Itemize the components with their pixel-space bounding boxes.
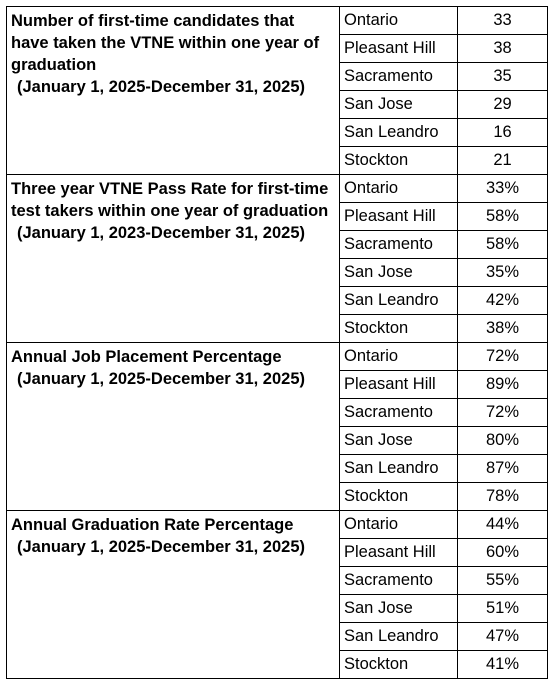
campus-name: Pleasant Hill bbox=[339, 370, 458, 399]
table-row: Sacramento 55% bbox=[7, 566, 548, 595]
table-row: Stockton 38% bbox=[7, 314, 548, 343]
section-label: Annual Graduation Rate Percentage (Januar… bbox=[6, 510, 340, 679]
table-row: Annual Graduation Rate Percentage (Januar… bbox=[6, 510, 548, 679]
section-period: (January 1, 2025-December 31, 2025) bbox=[17, 78, 306, 96]
campus-name: Pleasant Hill bbox=[339, 538, 458, 567]
section-label: Number of first-time candidates that hav… bbox=[6, 6, 340, 175]
table-row: San Jose 29 bbox=[7, 90, 548, 119]
metric-value: 51% bbox=[457, 594, 548, 623]
campus-name: Stockton bbox=[339, 650, 458, 679]
section-title: Annual Graduation Rate Percentage bbox=[11, 516, 294, 534]
table-row: Pleasant Hill 89% bbox=[7, 370, 548, 399]
metric-value: 35 bbox=[457, 62, 548, 91]
table-row: San Leandro 16 bbox=[7, 118, 548, 147]
metric-value: 58% bbox=[457, 230, 548, 259]
metric-value: 42% bbox=[457, 286, 548, 315]
section-title: Three year VTNE Pass Rate for first-time… bbox=[11, 180, 329, 220]
campus-name: San Leandro bbox=[339, 286, 458, 315]
campus-name: San Leandro bbox=[339, 454, 458, 483]
table-row: Stockton 21 bbox=[7, 146, 548, 175]
campus-name: San Leandro bbox=[339, 118, 458, 147]
campus-name: Sacramento bbox=[339, 566, 458, 595]
campus-name: San Jose bbox=[339, 258, 458, 287]
table-row: San Jose 35% bbox=[7, 258, 548, 287]
table-row: Sacramento 58% bbox=[7, 230, 548, 259]
metric-value: 80% bbox=[457, 426, 548, 455]
outcomes-table: Number of first-time candidates that hav… bbox=[6, 6, 548, 679]
metric-value: 29 bbox=[457, 90, 548, 119]
metric-value: 41% bbox=[457, 650, 548, 679]
table-row: Stockton 78% bbox=[7, 482, 548, 511]
campus-name: Ontario bbox=[339, 6, 458, 35]
section-period: (January 1, 2023-December 31, 2025) bbox=[17, 224, 306, 242]
table-row: Three year VTNE Pass Rate for first-time… bbox=[6, 174, 548, 343]
section-label: Annual Job Placement Percentage (January … bbox=[6, 342, 340, 511]
campus-name: Stockton bbox=[339, 146, 458, 175]
campus-name: San Jose bbox=[339, 426, 458, 455]
table-row: Stockton 41% bbox=[7, 650, 548, 679]
campus-name: San Jose bbox=[339, 594, 458, 623]
metric-value: 21 bbox=[457, 146, 548, 175]
section-period: (January 1, 2025-December 31, 2025) bbox=[17, 538, 306, 556]
section-title: Number of first-time candidates that hav… bbox=[11, 12, 320, 74]
campus-name: San Leandro bbox=[339, 622, 458, 651]
table-row: Number of first-time candidates that hav… bbox=[6, 6, 548, 175]
campus-name: Pleasant Hill bbox=[339, 202, 458, 231]
table-row: San Leandro 42% bbox=[7, 286, 548, 315]
campus-name: Sacramento bbox=[339, 398, 458, 427]
table-row: Annual Job Placement Percentage (January … bbox=[6, 342, 548, 511]
table-row: San Leandro 87% bbox=[7, 454, 548, 483]
metric-value: 35% bbox=[457, 258, 548, 287]
metric-value: 44% bbox=[457, 510, 548, 539]
metric-value: 33% bbox=[457, 174, 548, 203]
campus-name: Ontario bbox=[339, 174, 458, 203]
metric-value: 87% bbox=[457, 454, 548, 483]
table-row: Pleasant Hill 38 bbox=[7, 34, 548, 63]
campus-name: San Jose bbox=[339, 90, 458, 119]
section-period: (January 1, 2025-December 31, 2025) bbox=[17, 370, 306, 388]
campus-name: Ontario bbox=[339, 342, 458, 371]
campus-name: Ontario bbox=[339, 510, 458, 539]
metric-value: 33 bbox=[457, 6, 548, 35]
campus-name: Sacramento bbox=[339, 230, 458, 259]
metric-value: 55% bbox=[457, 566, 548, 595]
campus-name: Stockton bbox=[339, 482, 458, 511]
table-row: Sacramento 72% bbox=[7, 398, 548, 427]
campus-name: Sacramento bbox=[339, 62, 458, 91]
table-row: Pleasant Hill 58% bbox=[7, 202, 548, 231]
metric-value: 89% bbox=[457, 370, 548, 399]
metric-value: 78% bbox=[457, 482, 548, 511]
table-row: San Jose 80% bbox=[7, 426, 548, 455]
metric-value: 72% bbox=[457, 398, 548, 427]
outcomes-table-body: Number of first-time candidates that hav… bbox=[6, 6, 548, 679]
campus-name: Pleasant Hill bbox=[339, 34, 458, 63]
metric-value: 72% bbox=[457, 342, 548, 371]
metric-value: 38% bbox=[457, 314, 548, 343]
metric-value: 47% bbox=[457, 622, 548, 651]
metric-value: 60% bbox=[457, 538, 548, 567]
section-title: Annual Job Placement Percentage bbox=[11, 348, 282, 366]
table-row: Pleasant Hill 60% bbox=[7, 538, 548, 567]
table-row: Sacramento 35 bbox=[7, 62, 548, 91]
metric-value: 38 bbox=[457, 34, 548, 63]
metric-value: 58% bbox=[457, 202, 548, 231]
metric-value: 16 bbox=[457, 118, 548, 147]
campus-name: Stockton bbox=[339, 314, 458, 343]
section-label: Three year VTNE Pass Rate for first-time… bbox=[6, 174, 340, 343]
